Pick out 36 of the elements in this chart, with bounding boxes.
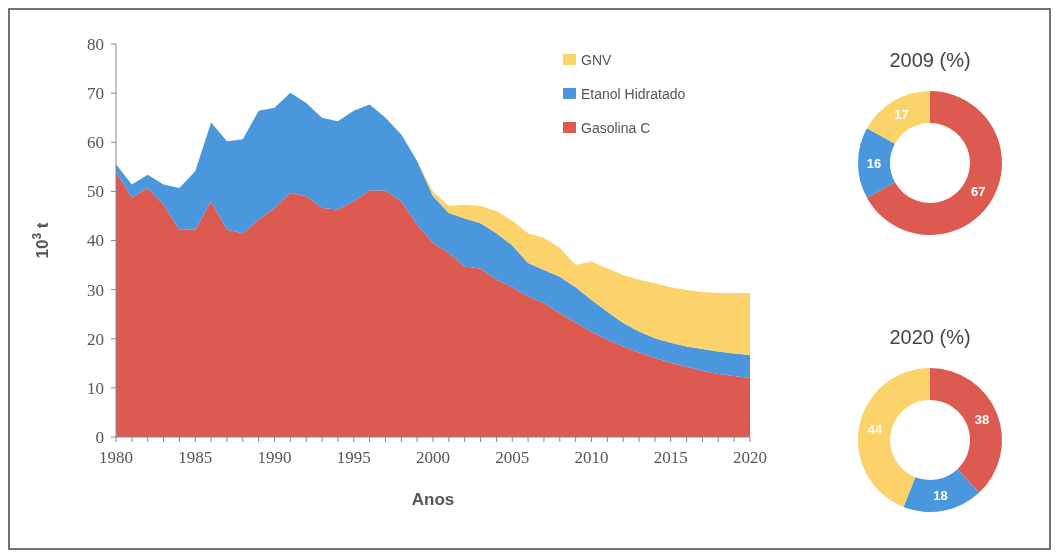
x-tick-label: 1980 bbox=[99, 448, 133, 467]
x-tick-label: 2020 bbox=[733, 448, 767, 467]
donut-slice bbox=[858, 368, 930, 507]
x-tick-label: 2005 bbox=[495, 448, 530, 467]
y-tick-label: 60 bbox=[87, 133, 104, 153]
y-tick-label: 10 bbox=[87, 378, 104, 398]
data-label: 44 bbox=[867, 422, 883, 438]
y-tick-label: 40 bbox=[87, 231, 104, 251]
x-tick-label: 2010 bbox=[574, 448, 609, 467]
donut-slice bbox=[858, 128, 895, 198]
y-tick-label: 50 bbox=[87, 182, 104, 202]
y-tick-label: 20 bbox=[87, 329, 104, 349]
y-tick-label: 70 bbox=[87, 84, 104, 104]
legend-label: GNV bbox=[581, 51, 612, 68]
data-label: 16 bbox=[866, 155, 882, 171]
x-tick-label: 1995 bbox=[336, 448, 371, 467]
x-axis-title: Anos bbox=[411, 490, 455, 509]
data-label: 38 bbox=[974, 411, 990, 427]
x-tick-label: 2000 bbox=[416, 448, 450, 467]
x-tick-label: 2015 bbox=[653, 448, 688, 467]
donut-slice bbox=[903, 469, 980, 512]
donut-slice bbox=[930, 368, 1002, 493]
legend-label: Gasolina C bbox=[581, 119, 651, 136]
x-tick-label: 1985 bbox=[178, 448, 213, 467]
donut-slice bbox=[866, 91, 1002, 235]
data-label: 67 bbox=[970, 184, 986, 200]
chart-title: 2009 (%) bbox=[889, 49, 971, 71]
y-tick-label: 30 bbox=[87, 280, 104, 300]
chart-title: 2020 (%) bbox=[889, 326, 971, 348]
data-label: 17 bbox=[894, 107, 909, 123]
y-tick-label: 0 bbox=[95, 427, 104, 447]
data-label: 18 bbox=[933, 487, 948, 503]
y-tick-label: 80 bbox=[87, 34, 104, 54]
legend-label: Etanol Hidratado bbox=[581, 85, 686, 102]
x-tick-label: 1990 bbox=[257, 448, 292, 467]
donut-slice bbox=[866, 91, 930, 144]
